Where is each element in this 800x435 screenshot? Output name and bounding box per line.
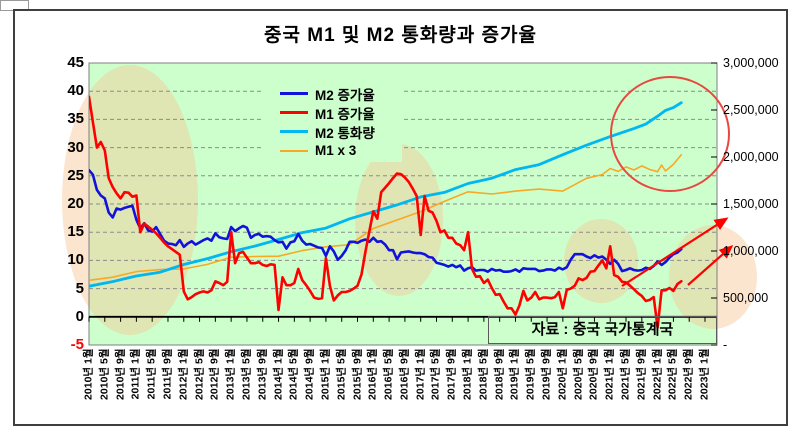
x-tick-label: 2012년 9월: [208, 348, 221, 400]
x-tick-label: 2013년 9월: [256, 348, 269, 400]
chart-title: 중국 M1 및 M2 통화량과 증가율: [264, 25, 537, 46]
x-tick-label: 2010년 5월: [98, 348, 111, 400]
right-tick-label: 2,500,000: [723, 103, 779, 117]
series-line-3: [89, 101, 683, 288]
x-tick-label: 2023년 1월: [698, 348, 711, 400]
left-tick-label: 30: [67, 138, 84, 156]
right-tick-label: 3,000,000: [723, 56, 779, 70]
x-tick-label: 2021년 9월: [635, 348, 648, 400]
legend-item: M2 통화량: [262, 122, 402, 141]
trend-arrow: [621, 217, 729, 287]
x-tick-label: 2015년 5월: [335, 348, 348, 400]
x-tick-label: 2014년 9월: [303, 348, 316, 400]
x-tick-label: 2021년 1월: [603, 348, 616, 400]
highlight-ellipse: [669, 225, 757, 329]
x-tick-label: 2018년 1월: [461, 348, 474, 400]
source-note: 자료 : 중국 국가통계국: [488, 316, 717, 344]
left-tick-label: 35: [67, 110, 84, 128]
legend-label: M1 증가율: [315, 106, 375, 122]
right-tick-label: 1,000,000: [723, 244, 779, 258]
x-tick-label: 2012년 5월: [193, 348, 206, 400]
x-tick-label: 2010년 1월: [82, 348, 95, 400]
x-tick-label: 2022년 9월: [682, 348, 695, 400]
chart-legend: M2 증가율 M1 증가율 M2 통화량 M1 x 3: [262, 82, 402, 162]
legend-item: M2 증가율: [262, 84, 402, 103]
trend-arrow: [687, 245, 734, 286]
x-tick-label: 2019년 9월: [540, 348, 553, 400]
x-tick-label: 2020년 1월: [556, 348, 569, 400]
highlight-ellipse: [62, 65, 198, 335]
x-tick-label: 2015년 9월: [351, 348, 363, 400]
right-tick-label: -: [723, 338, 728, 352]
x-tick-label: 2014년 5월: [287, 348, 300, 400]
x-tick-label: 2010년 9월: [114, 348, 127, 400]
x-tick-label: 2018년 5월: [477, 348, 490, 400]
x-tick-label: 2019년 5월: [524, 348, 537, 400]
x-tick-label: 2013년 5월: [240, 348, 253, 400]
x-tick-label: 2016년 5월: [382, 348, 395, 400]
x-tick-label: 2018년 9월: [493, 348, 506, 400]
series-line-2: [89, 95, 683, 329]
left-tick-label: 10: [67, 251, 84, 269]
left-tick-label: 40: [67, 82, 84, 100]
x-tick-label: 2021년 5월: [619, 348, 632, 400]
left-tick-label: 15: [67, 223, 84, 241]
x-tick-label: 2011년 9월: [161, 348, 174, 400]
x-tick-label: 2016년 9월: [398, 348, 411, 400]
left-tick-label: 0: [75, 307, 84, 325]
left-tick-label: 20: [67, 195, 84, 212]
x-tick-label: 2022년 5월: [666, 348, 679, 400]
x-tick-label: 2012년 1월: [177, 348, 190, 400]
x-tick-label: 2013년 1월: [224, 348, 237, 400]
legend-line-sample: [280, 130, 308, 133]
left-tick-label: -5: [70, 336, 84, 353]
x-tick-label: 2014년 1월: [272, 348, 285, 400]
right-tick-label: 500,000: [723, 291, 769, 305]
legend-line-sample: [280, 92, 308, 95]
legend-label: M2 증가율: [315, 87, 375, 103]
legend-item: M1 x 3: [262, 141, 402, 160]
x-tick-label: 2020년 9월: [587, 348, 600, 400]
x-tick-label: 2011년 1월: [129, 348, 142, 400]
x-tick-label: 2017년 1월: [414, 348, 427, 400]
left-tick-label: 5: [75, 279, 84, 297]
red-circle-annotation: [610, 76, 730, 192]
x-tick-label: 2016년 1월: [366, 348, 379, 400]
legend-line-sample: [280, 149, 308, 152]
left-tick-label: 45: [67, 54, 84, 71]
legend-label: M1 x 3: [315, 143, 357, 158]
x-tick-label: 2011년 5월: [145, 348, 158, 400]
right-tick-label: 1,500,000: [723, 197, 779, 211]
legend-item: M1 증가율: [262, 103, 402, 122]
x-tick-label: 2022년 1월: [651, 348, 664, 400]
x-tick-label: 2017년 5월: [429, 348, 442, 400]
series-line-1: [89, 168, 683, 274]
legend-label: M2 통화량: [315, 125, 375, 141]
series-line-4: [89, 154, 683, 282]
x-tick-label: 2019년 1월: [508, 348, 521, 400]
x-tick-label: 2015년 1월: [319, 348, 332, 400]
right-tick-label: 2,000,000: [723, 150, 779, 164]
legend-line-sample: [280, 111, 308, 114]
x-tick-label: 2017년 9월: [445, 348, 458, 400]
left-tick-label: 25: [67, 166, 84, 184]
x-tick-label: 2020년 5월: [572, 348, 585, 400]
